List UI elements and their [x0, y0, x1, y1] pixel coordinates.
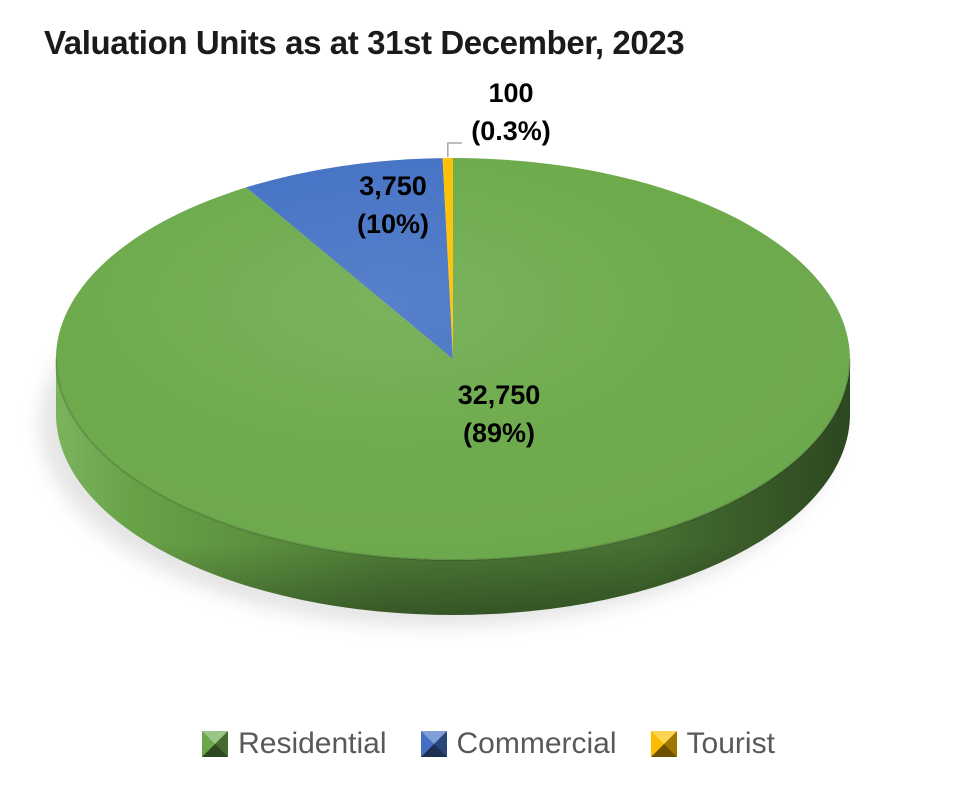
- data-label-tourist: 100 (0.3%): [445, 74, 577, 150]
- data-label-tourist-value: 100: [488, 78, 534, 108]
- data-label-residential-percent: (89%): [462, 418, 536, 448]
- legend-item-residential: Residential: [202, 726, 387, 762]
- chart-title: Valuation Units as at 31st December, 202…: [44, 24, 685, 61]
- legend-label-residential: Residential: [238, 727, 387, 760]
- data-label-residential: 32,750 (89%): [433, 376, 565, 452]
- legend-item-tourist: Tourist: [650, 726, 775, 762]
- legend: Residential Commercial Tourist: [0, 726, 977, 762]
- legend-item-commercial: Commercial: [420, 726, 617, 762]
- data-label-residential-value: 32,750: [457, 380, 541, 410]
- legend-swatch-residential-icon: [202, 731, 229, 757]
- data-label-commercial-value: 3,750: [359, 171, 427, 201]
- data-label-tourist-percent: (0.3%): [471, 116, 551, 146]
- legend-swatch-commercial-icon: [420, 731, 447, 757]
- data-label-commercial: 3,750 (10%): [327, 167, 459, 243]
- data-label-commercial-percent: (10%): [356, 209, 430, 239]
- legend-label-tourist: Tourist: [686, 727, 775, 760]
- legend-label-commercial: Commercial: [456, 727, 617, 760]
- legend-swatch-tourist-icon: [650, 731, 677, 757]
